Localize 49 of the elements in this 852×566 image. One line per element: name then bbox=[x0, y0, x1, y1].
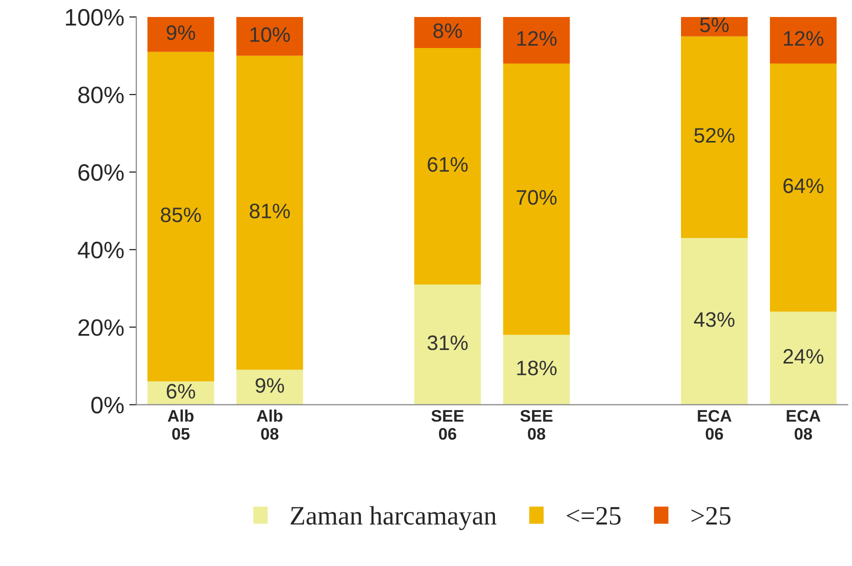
y-tick-label: 0% bbox=[91, 396, 124, 414]
bar bbox=[503, 334, 570, 405]
bar bbox=[770, 312, 837, 405]
data-label: 43% bbox=[694, 312, 734, 327]
data-label: 81% bbox=[250, 204, 290, 218]
data-label: 31% bbox=[428, 335, 468, 350]
x-tick-label: Alb 05 bbox=[168, 410, 194, 440]
bar bbox=[681, 238, 748, 405]
data-label: 61% bbox=[428, 157, 468, 172]
bar bbox=[236, 370, 304, 405]
bar bbox=[681, 36, 748, 238]
bar bbox=[414, 16, 481, 48]
data-label: 8% bbox=[433, 23, 462, 38]
data-label: 85% bbox=[160, 207, 201, 222]
legend-label: Zaman harcamayan bbox=[290, 506, 496, 530]
bar bbox=[414, 48, 481, 284]
data-label: 9% bbox=[166, 25, 196, 40]
bar bbox=[770, 16, 837, 64]
bar bbox=[770, 64, 837, 312]
data-label: 24% bbox=[783, 349, 824, 364]
bar bbox=[236, 16, 304, 56]
legend-label: <=25 bbox=[566, 506, 621, 525]
bar bbox=[236, 56, 304, 370]
bar bbox=[503, 64, 570, 335]
data-label: 18% bbox=[517, 360, 557, 376]
data-label: 64% bbox=[783, 178, 824, 194]
y-tick-label: 80% bbox=[78, 86, 124, 104]
y-tick-label: 60% bbox=[78, 164, 124, 181]
data-label: 12% bbox=[517, 31, 557, 46]
x-tick-label: ECA 08 bbox=[786, 410, 820, 440]
x-tick-label: SEE 06 bbox=[431, 410, 464, 440]
data-label: 9% bbox=[256, 378, 284, 393]
data-label: 70% bbox=[516, 190, 557, 205]
y-tick-label: 20% bbox=[78, 319, 124, 336]
bar bbox=[147, 52, 214, 382]
data-label: 52% bbox=[694, 128, 734, 143]
data-label: 5% bbox=[700, 18, 729, 32]
x-tick-label: SEE 08 bbox=[520, 410, 553, 440]
data-label: 10% bbox=[250, 27, 290, 42]
x-tick-label: ECA 06 bbox=[698, 410, 732, 440]
x-tick-label: Alb 08 bbox=[256, 410, 282, 440]
y-tick-label: 100% bbox=[66, 9, 124, 26]
bar bbox=[414, 284, 481, 405]
bar bbox=[147, 16, 214, 52]
data-label: 6% bbox=[166, 384, 196, 399]
bar bbox=[503, 16, 570, 64]
y-tick-label: 40% bbox=[78, 242, 124, 258]
legend-label: >25 bbox=[692, 506, 730, 525]
data-label: 12% bbox=[784, 31, 824, 46]
